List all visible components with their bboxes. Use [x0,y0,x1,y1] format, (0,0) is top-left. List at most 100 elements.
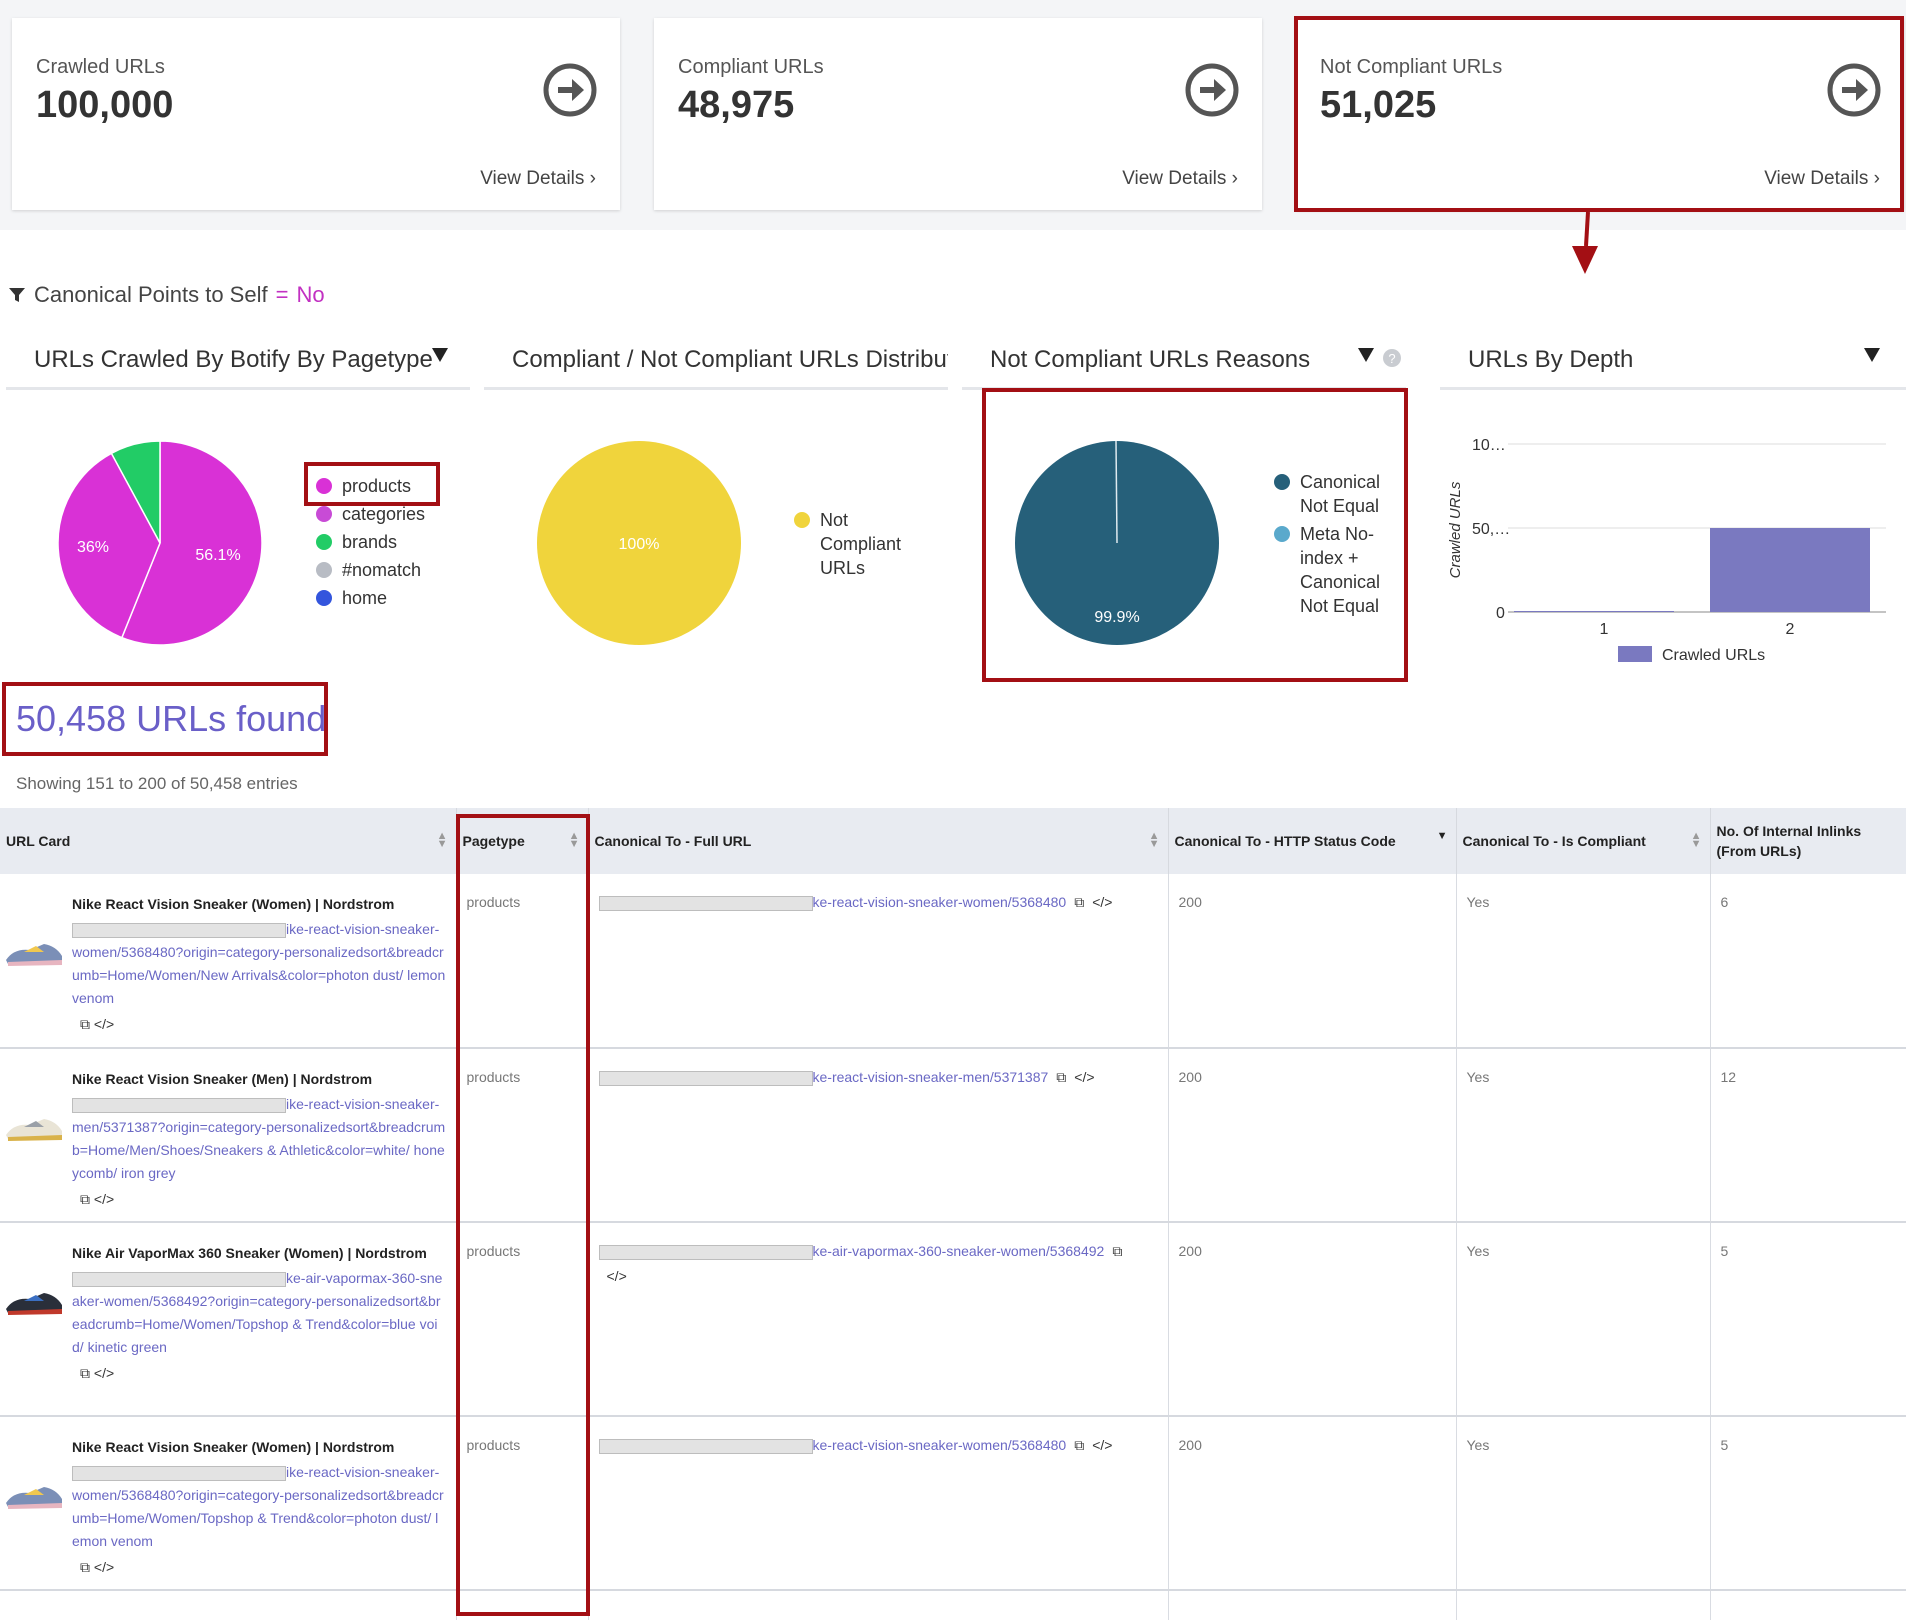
url-card-link[interactable]: ike-react-vision-sneaker-women/5368480?o… [72,1464,444,1549]
sort-icon[interactable]: ▲ ▼ [1148,830,1160,850]
code-icon[interactable]: </> [93,1365,115,1381]
legend-item-categories[interactable]: categories [316,500,425,528]
redacted-block [72,1097,286,1113]
view-details-link[interactable]: View Details › [1122,168,1238,189]
compliance-legend[interactable]: Not Compliant URLs [794,508,901,580]
sort-desc-icon[interactable]: ▼ [1436,830,1448,842]
inlinks-cell: 5 [1710,1416,1906,1591]
inlinks-cell: 6 [1710,874,1906,1049]
legend-item-meta-noindex[interactable]: Meta No- index + Canonical Not Equal [1274,522,1380,618]
code-icon[interactable]: </> [93,1191,115,1207]
table-row: Nike React Vision Sneaker (Men) | Nordst… [0,1048,1906,1223]
external-link-icon[interactable]: ⧉ [1112,1243,1123,1259]
code-icon[interactable]: </> [93,1016,115,1032]
legend-item-home[interactable]: home [316,584,425,612]
table-row: Nike React Vision Sneaker (Women) | Nord… [0,874,1906,1049]
table-row-partial [0,1590,1906,1620]
panel-title-compliance: Compliant / Not Compliant URLs Distribut… [484,340,948,390]
is-compliant-cell: Yes [1456,1416,1711,1591]
sort-icon[interactable]: ▲ ▼ [436,830,448,850]
code-icon[interactable]: </> [1092,1437,1113,1453]
filter-icon [9,288,25,302]
external-link-icon[interactable]: ⧉ [1074,1437,1085,1453]
sort-icon[interactable]: ▲ ▼ [1690,830,1702,850]
inlinks-cell: 5 [1710,1222,1906,1417]
pagetype-pie-chart: 56.1% 36% [57,440,263,646]
external-link-icon[interactable]: ⧉ [1056,1069,1067,1085]
legend-item-nomatch[interactable]: #nomatch [316,556,425,584]
pagination-info: Showing 151 to 200 of 50,458 entries [16,774,298,793]
product-thumbnail [4,1437,66,1576]
legend-item-canonical-not-equal[interactable]: Canonical Not Equal [1274,470,1380,518]
y-tick-label: 50,… [1472,521,1510,538]
kpi-title: Not Compliant URLs [1320,56,1503,78]
url-card-title: Nike React Vision Sneaker (Women) | Nord… [72,1439,395,1455]
column-header-canonical-url[interactable]: Canonical To - Full URL ▲ ▼ [588,808,1169,874]
filter-label: Canonical Points to Self [34,282,268,307]
legend-label: Crawled URLs [1662,647,1765,664]
product-thumbnail [4,1243,66,1382]
external-link-icon[interactable]: ⧉ [80,1365,90,1381]
pie-slice-meta-noindex [1115,440,1118,544]
external-link-icon[interactable]: ⧉ [80,1191,90,1207]
dropdown-triangle-icon[interactable] [1358,348,1374,362]
y-axis-label: Crawled URLs [1447,481,1464,578]
view-details-link[interactable]: View Details › [1764,168,1880,189]
bar-depth-2 [1710,528,1870,612]
legend-item-products[interactable]: products [316,472,425,500]
help-icon[interactable]: ? [1382,348,1402,368]
code-icon[interactable]: </> [1074,1069,1095,1085]
active-filter[interactable]: Canonical Points to Self = No [8,282,325,308]
view-details-link[interactable]: View Details › [480,168,596,189]
url-card-link[interactable]: ike-react-vision-sneaker-men/5371387?ori… [72,1096,446,1181]
column-header-http-status[interactable]: Canonical To - HTTP Status Code ▼ [1168,808,1457,874]
url-card-link[interactable]: ke-air-vapormax-360-sneaker-women/536849… [72,1270,443,1355]
pagetype-cell: products [456,1222,589,1417]
kpi-card-compliant[interactable]: Compliant URLs 48,975 View Details › [654,18,1262,210]
arrow-circle-icon[interactable] [1184,62,1240,118]
kpi-card-crawled[interactable]: Crawled URLs 100,000 View Details › [12,18,620,210]
dropdown-triangle-icon[interactable] [1864,348,1880,362]
external-link-icon[interactable]: ⧉ [80,1016,90,1032]
dropdown-triangle-icon[interactable] [432,348,448,362]
canonical-url-link[interactable]: ke-react-vision-sneaker-women/5368480 [812,1437,1067,1453]
canonical-url-link[interactable]: ke-air-vapormax-360-sneaker-women/536849… [812,1243,1105,1259]
panel-title-depth: URLs By Depth [1440,340,1906,390]
legend-item-brands[interactable]: brands [316,528,425,556]
product-thumbnail [4,894,66,1033]
kpi-title: Crawled URLs [36,56,165,78]
column-header-url-card[interactable]: URL Card ▲ ▼ [0,808,457,874]
bar-depth-1 [1514,611,1674,612]
pie-slice-products [120,440,263,646]
canonical-url-link[interactable]: ke-react-vision-sneaker-men/5371387 [812,1069,1049,1085]
external-link-icon[interactable]: ⧉ [80,1559,90,1575]
code-icon[interactable]: </> [93,1559,115,1575]
arrow-circle-icon[interactable] [542,62,598,118]
slice-label-not-compliant: 100% [619,536,660,553]
code-icon[interactable]: </> [606,1268,627,1284]
arrow-circle-icon[interactable] [1826,62,1882,118]
kpi-value: 48,975 [678,84,795,126]
url-card-link[interactable]: ike-react-vision-sneaker-women/5368480?o… [72,921,446,1006]
filter-value: No [296,282,325,307]
redacted-block [598,1438,813,1454]
column-header-inlinks[interactable]: No. Of Internal Inlinks (From URLs) [1710,808,1906,874]
reasons-pie-chart: 99.9% [1015,440,1219,645]
sort-icon[interactable]: ▲ ▼ [568,830,580,850]
code-icon[interactable]: </> [1092,894,1113,910]
panel-title-text: URLs By Depth [1468,346,1634,373]
pie-slice-brands [110,440,161,544]
pagetype-legend: products categories brands #nomatch home [316,472,425,612]
kpi-card-not-compliant[interactable]: Not Compliant URLs 51,025 View Details › [1296,18,1904,210]
reasons-legend: Canonical Not Equal Meta No- index + Can… [1274,470,1380,618]
pie-slice-categories [57,452,161,639]
column-header-is-compliant[interactable]: Canonical To - Is Compliant ▲ ▼ [1456,808,1711,874]
canonical-url-link[interactable]: ke-react-vision-sneaker-women/5368480 [812,894,1067,910]
compliance-pie-chart: 100% [537,441,741,645]
external-link-icon[interactable]: ⧉ [1074,894,1085,910]
column-header-pagetype[interactable]: Pagetype ▲ ▼ [456,808,589,874]
table-row: Nike React Vision Sneaker (Women) | Nord… [0,1416,1906,1591]
filter-operator: = [275,282,289,307]
is-compliant-cell: Yes [1456,1048,1711,1223]
x-tick-label: 2 [1786,621,1795,638]
